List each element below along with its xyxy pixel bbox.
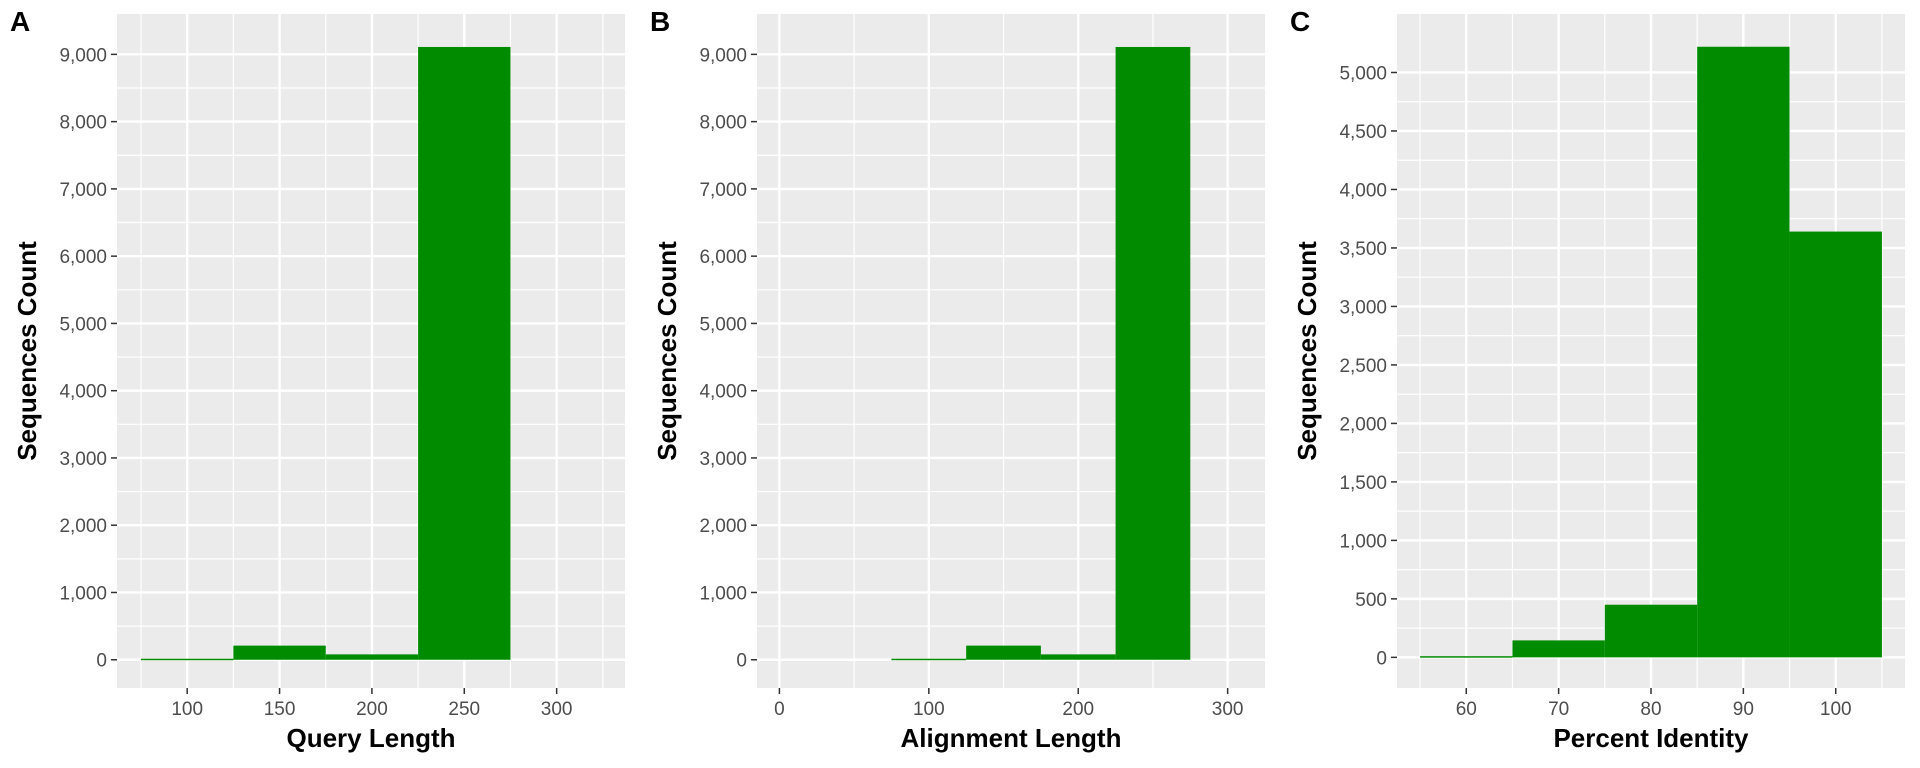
y-tick-label: 2,000 (1339, 414, 1387, 435)
y-tick-label: 4,000 (699, 382, 747, 403)
histogram-bar (1512, 640, 1605, 658)
x-axis-title: Query Length (286, 723, 455, 753)
y-tick-label: 1,500 (1339, 473, 1387, 494)
y-tick-label: 1,000 (699, 583, 747, 604)
histogram-bar (891, 658, 967, 661)
y-tick-label: 2,000 (699, 516, 747, 537)
histogram-bar (233, 645, 326, 660)
y-tick-label: 1,000 (59, 583, 107, 604)
y-tick-label: 4,000 (59, 382, 107, 403)
x-axis-ticks: 0 100 200 300 (774, 688, 1243, 720)
panel-label-c: C (1290, 6, 1311, 37)
y-tick-label: 500 (1355, 590, 1387, 611)
histogram-bar (418, 46, 511, 660)
x-tick-label: 100 (171, 699, 203, 720)
bars (891, 46, 1191, 661)
x-tick-label: 100 (1820, 699, 1852, 720)
panel-label-b: B (650, 6, 671, 37)
x-axis-title: Alignment Length (901, 723, 1122, 753)
panel-label-a: A (10, 6, 31, 37)
y-tick-label: 5,000 (699, 314, 747, 335)
y-tick-label: 7,000 (699, 180, 747, 201)
bars (141, 46, 511, 661)
y-tick-label: 6,000 (699, 247, 747, 268)
bars (1420, 46, 1882, 658)
histogram-bar (1115, 46, 1191, 660)
histogram-bar (1697, 46, 1790, 658)
x-tick-label: 200 (1062, 699, 1094, 720)
y-tick-label: 5,000 (59, 314, 107, 335)
x-axis-title: Percent Identity (1553, 723, 1749, 753)
y-tick-label: 3,000 (699, 449, 747, 470)
y-tick-label: 4,500 (1339, 122, 1387, 143)
histogram-a: 0 1,000 2,000 3,000 4,000 5,000 6,000 7,000 8,00… (12, 14, 625, 753)
x-tick-label: 70 (1548, 699, 1569, 720)
histogram-bar (141, 658, 234, 661)
y-tick-label: 0 (736, 651, 747, 672)
y-tick-label: 8,000 (699, 113, 747, 134)
y-tick-label: 4,000 (1339, 180, 1387, 201)
y-axis-ticks: 0 500 1,000 1,500 2,000 2,500 3,000 3,500 4,000 4… (1339, 63, 1397, 669)
y-tick-label: 0 (96, 651, 107, 672)
histogram-bar (966, 645, 1041, 660)
x-tick-label: 200 (356, 699, 388, 720)
y-axis-ticks: 0 1,000 2,000 3,000 4,000 5,000 6,000 7,000 8,00… (699, 45, 757, 672)
histogram-bar (1789, 231, 1882, 658)
y-tick-label: 8,000 (59, 113, 107, 134)
x-tick-label: 250 (448, 699, 480, 720)
histogram-bar (325, 654, 419, 660)
y-tick-label: 9,000 (699, 45, 747, 66)
x-tick-label: 100 (913, 699, 945, 720)
y-tick-label: 3,000 (59, 449, 107, 470)
y-tick-label: 0 (1376, 648, 1387, 669)
x-tick-label: 300 (1212, 699, 1244, 720)
x-tick-label: 300 (541, 699, 573, 720)
panel-b: 0 1,000 2,000 3,000 4,000 5,000 6,000 7,000 8,00… (640, 0, 1280, 768)
y-tick-label: 2,000 (59, 516, 107, 537)
y-axis-title: Sequences Count (652, 241, 682, 461)
y-tick-label: 6,000 (59, 247, 107, 268)
y-tick-label: 1,000 (1339, 531, 1387, 552)
x-tick-label: 150 (264, 699, 296, 720)
histogram-bar (1604, 604, 1698, 658)
histogram-c: 0 500 1,000 1,500 2,000 2,500 3,000 3,500 4,000 4… (1292, 14, 1905, 753)
panel-c: 0 500 1,000 1,500 2,000 2,500 3,000 3,500 4,000 4… (1280, 0, 1920, 768)
histogram-b: 0 1,000 2,000 3,000 4,000 5,000 6,000 7,000 8,00… (652, 14, 1265, 753)
histogram-bar (1040, 654, 1116, 660)
y-tick-label: 9,000 (59, 45, 107, 66)
x-tick-label: 80 (1640, 699, 1661, 720)
y-tick-label: 5,000 (1339, 63, 1387, 84)
x-axis-ticks: 100 150 200 250 300 (171, 688, 573, 720)
y-tick-label: 7,000 (59, 180, 107, 201)
y-tick-label: 3,000 (1339, 297, 1387, 318)
y-tick-label: 2,500 (1339, 356, 1387, 377)
y-axis-title: Sequences Count (12, 241, 42, 461)
panel-a: 0 1,000 2,000 3,000 4,000 5,000 6,000 7,000 8,00… (0, 0, 640, 768)
histogram-bar (1420, 656, 1513, 658)
y-axis-ticks: 0 1,000 2,000 3,000 4,000 5,000 6,000 7,000 8,00… (59, 45, 117, 672)
x-axis-ticks: 60 70 80 90 100 (1456, 688, 1852, 720)
x-tick-label: 60 (1456, 699, 1477, 720)
x-tick-label: 0 (774, 699, 785, 720)
y-tick-label: 3,500 (1339, 239, 1387, 260)
y-axis-title: Sequences Count (1292, 241, 1322, 461)
x-tick-label: 90 (1733, 699, 1754, 720)
